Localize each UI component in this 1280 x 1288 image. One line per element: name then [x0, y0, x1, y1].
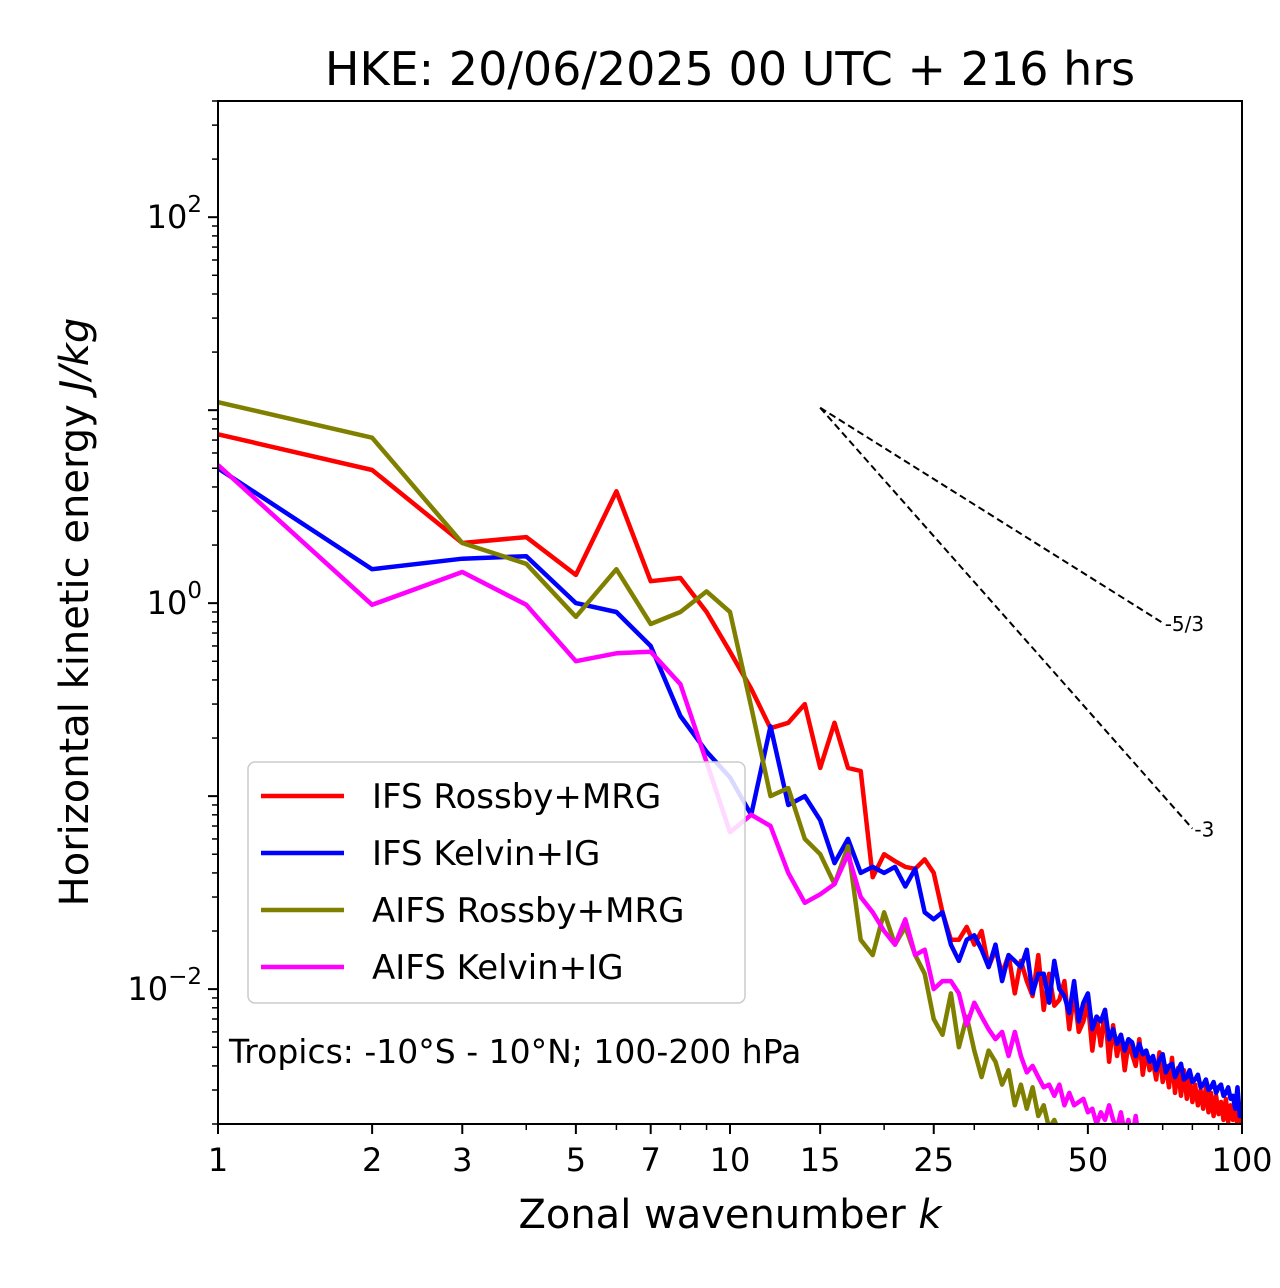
- legend-label-aifs-kelvin-ig: AIFS Kelvin+IG: [372, 948, 624, 988]
- plot-frame: [217, 100, 1243, 1125]
- x-tick-label: 50: [1068, 1141, 1109, 1179]
- legend-label-ifs-kelvin-ig: IFS Kelvin+IG: [372, 834, 600, 874]
- region-annotation: Tropics: -10°S - 10°N; 100-200 hPa: [228, 1032, 801, 1071]
- reference-line-5-3: [819, 406, 1164, 624]
- axis-ticks: 1 2 3 5 7 10 15 25 50 100 10−2 100 102: [127, 100, 1273, 1179]
- reference-label-3: -3: [1194, 818, 1214, 842]
- x-axis-label-text: Zonal wavenumber: [518, 1192, 906, 1238]
- x-tick-label: 10: [710, 1141, 751, 1179]
- legend-label-aifs-rossby-mrg: AIFS Rossby+MRG: [372, 891, 684, 931]
- legend-label-ifs-rossby-mrg: IFS Rossby+MRG: [372, 777, 661, 817]
- x-tick-label: 2: [362, 1141, 382, 1179]
- y-axis-label-text: Horizontal kinetic energy: [52, 404, 98, 906]
- x-axis-label-var: k: [918, 1192, 943, 1238]
- x-tick-label: 15: [800, 1141, 841, 1179]
- y-tick-label: 10−2: [127, 964, 202, 1008]
- x-tick-label: 1: [208, 1141, 228, 1179]
- reference-line-3: [819, 407, 1194, 830]
- y-tick-label: 100: [147, 578, 202, 622]
- y-axis-label-units: J/kg: [52, 318, 98, 399]
- x-tick-label: 5: [566, 1141, 586, 1179]
- chart-title: HKE: 20/06/2025 00 UTC + 216 hrs: [325, 42, 1135, 96]
- x-axis-label: Zonal wavenumber k: [518, 1192, 943, 1238]
- series-line-aifs-rossby-mrg: [218, 400, 1059, 1124]
- y-tick-label: 102: [147, 192, 202, 236]
- series-layer: [218, 400, 1242, 1124]
- x-tick-label: 3: [452, 1141, 472, 1179]
- reference-lines: -5/3 -3: [819, 406, 1214, 842]
- legend-box: [247, 761, 746, 1004]
- y-axis-label: Horizontal kinetic energy J/kg: [52, 318, 98, 907]
- x-tick-label: 7: [641, 1141, 661, 1179]
- series-line-aifs-kelvin-ig: [218, 463, 1140, 1124]
- x-tick-label: 25: [913, 1141, 954, 1179]
- series-line-ifs-kelvin-ig: [218, 466, 1242, 1119]
- reference-label-5-3: -5/3: [1165, 612, 1204, 636]
- legend: IFS Rossby+MRG IFS Kelvin+IG AIFS Rossby+M…: [247, 761, 746, 1004]
- x-tick-label: 100: [1211, 1141, 1272, 1179]
